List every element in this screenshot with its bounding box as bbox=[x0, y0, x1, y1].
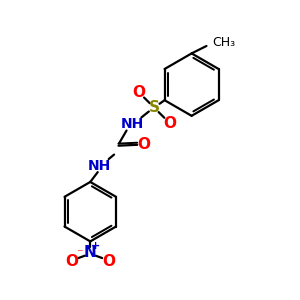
Text: CH₃: CH₃ bbox=[212, 37, 236, 50]
Text: O: O bbox=[137, 137, 150, 152]
Text: O: O bbox=[163, 116, 176, 130]
Text: ⁻: ⁻ bbox=[76, 248, 82, 260]
Text: NH: NH bbox=[120, 117, 143, 131]
Text: N: N bbox=[84, 245, 97, 260]
Text: O: O bbox=[102, 254, 115, 268]
Text: O: O bbox=[132, 85, 145, 100]
Text: O: O bbox=[65, 254, 78, 268]
Text: +: + bbox=[91, 241, 100, 251]
Text: S: S bbox=[149, 100, 160, 115]
Text: NH: NH bbox=[88, 159, 111, 172]
